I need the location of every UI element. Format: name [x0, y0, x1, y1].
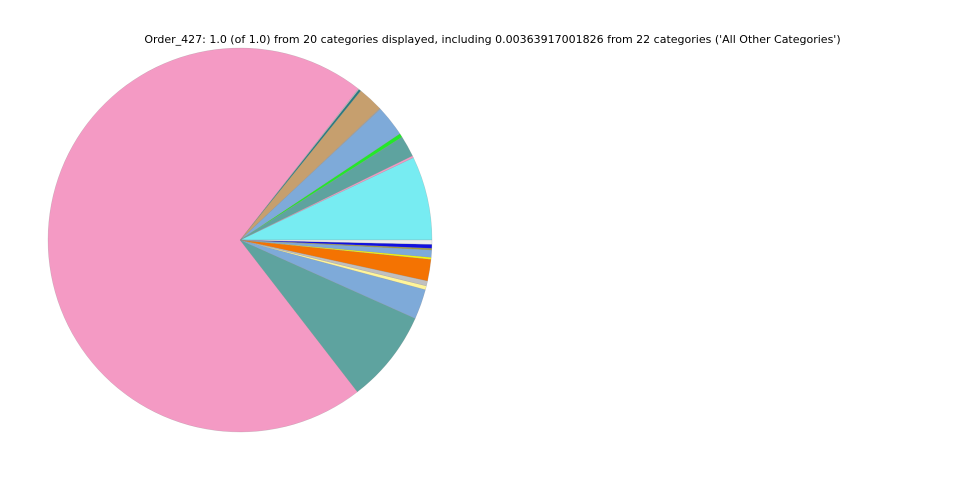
pie-slice-10	[47, 47, 359, 433]
pie-slice-11	[239, 239, 416, 393]
chart-title: Order_427: 1.0 (of 1.0) from 20 categori…	[144, 33, 841, 46]
pie-slice-20	[239, 239, 433, 245]
